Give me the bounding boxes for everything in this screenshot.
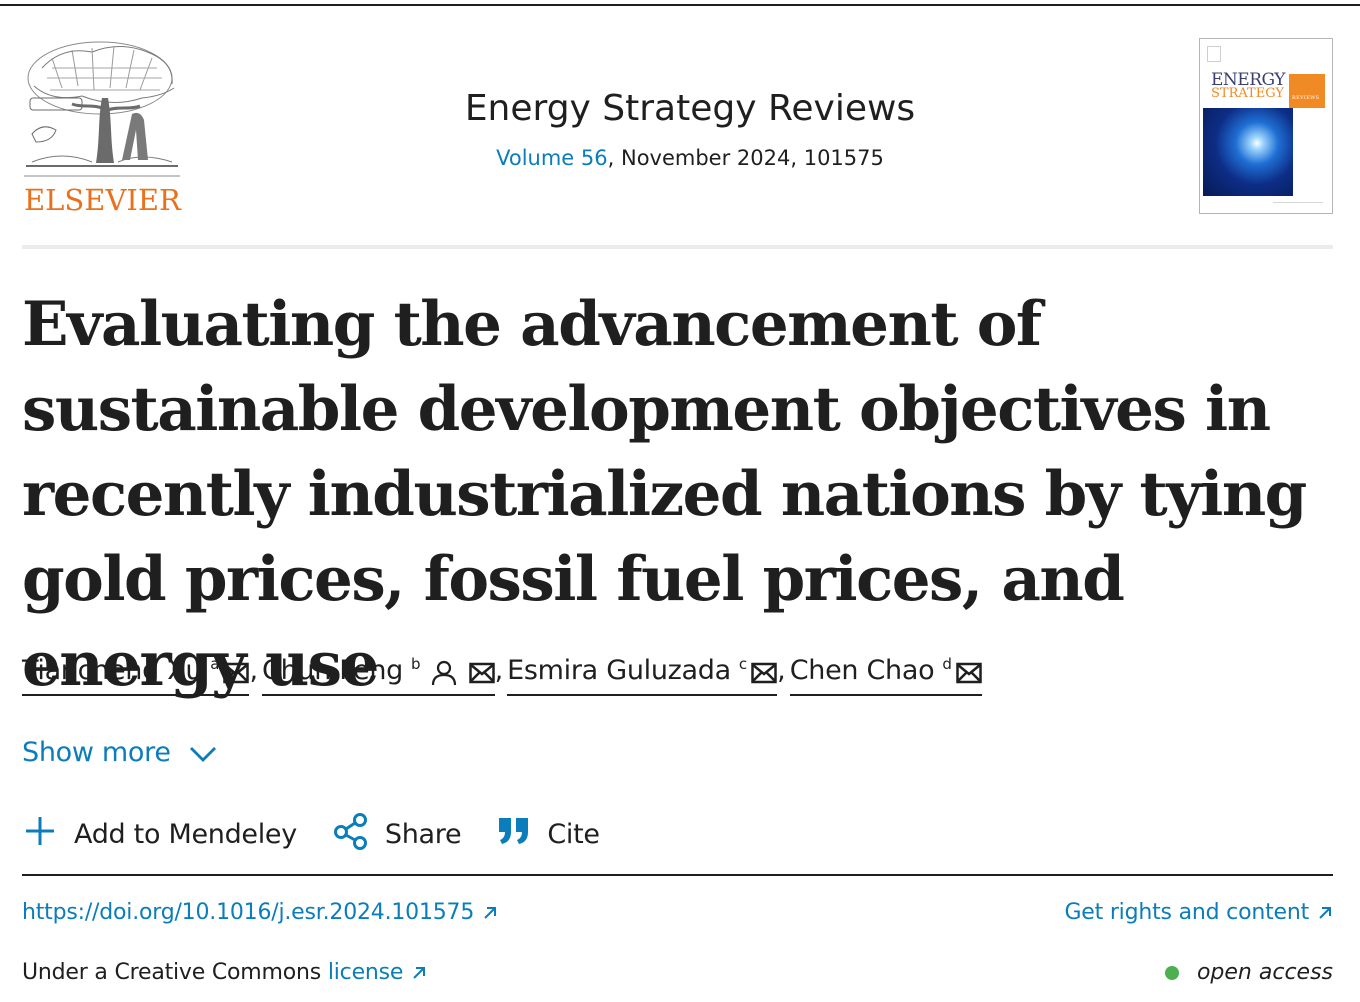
cover-artwork: REVIEWS ENERGY STRATEGY	[1203, 42, 1329, 210]
author-affiliation: a	[210, 655, 220, 673]
issue-details: , November 2024, 101575	[607, 146, 884, 170]
cover-title-line2: STRATEGY	[1211, 86, 1284, 101]
envelope-icon	[223, 660, 250, 691]
header-divider	[22, 245, 1333, 249]
doi-label: https://doi.org/10.1016/j.esr.2024.10157…	[22, 900, 475, 925]
add-to-mendeley-label: Add to Mendeley	[74, 818, 297, 850]
elsevier-logo[interactable]	[22, 38, 182, 218]
article-title: Evaluating the advancement of sustainabl…	[22, 289, 1307, 700]
author-separator: ,	[494, 655, 504, 686]
quote-icon	[497, 816, 531, 853]
person-icon	[431, 660, 457, 693]
cover-title-line1: ENERGY	[1211, 70, 1286, 90]
get-rights-link[interactable]: Get rights and content	[1064, 900, 1333, 927]
show-more-label: Show more	[22, 737, 171, 768]
publisher-wordmark: ELSEVIER	[24, 183, 181, 217]
open-access-badge: open access	[1164, 960, 1333, 985]
author-button[interactable]: Chun Feng b	[262, 652, 495, 696]
open-access-label: open access	[1196, 960, 1333, 985]
tree-icon	[24, 41, 180, 177]
top-border	[0, 4, 1360, 6]
journal-header: Energy Strategy Reviews Volume 56, Novem…	[360, 86, 1020, 172]
journal-issue: Volume 56, November 2024, 101575	[360, 144, 1020, 172]
external-link-icon	[482, 902, 498, 927]
status-dot-icon	[1164, 965, 1179, 980]
share-button[interactable]: Share	[333, 812, 462, 857]
cover-publisher-mark	[1207, 46, 1221, 62]
author-name: Tiancheng Xu	[22, 655, 203, 686]
cover-orange-block	[1289, 74, 1325, 108]
author-separator: ,	[249, 655, 259, 686]
author-name: Chun Feng	[262, 655, 404, 686]
get-rights-label: Get rights and content	[1064, 900, 1309, 925]
chevron-down-icon	[189, 739, 217, 770]
author-button[interactable]: Chen Chao d	[789, 652, 982, 696]
external-link-icon	[1317, 902, 1333, 927]
share-label: Share	[384, 818, 462, 850]
external-link-icon	[411, 962, 427, 987]
license-link[interactable]: license	[328, 960, 427, 985]
envelope-icon	[956, 660, 982, 691]
envelope-icon	[751, 660, 777, 691]
author-affiliation: d	[942, 655, 952, 673]
author-button[interactable]: Tiancheng Xu a	[22, 652, 250, 696]
author-name: Esmira Guluzada	[507, 655, 731, 686]
cite-label: Cite	[547, 818, 600, 850]
cover-badge: REVIEWS	[1292, 95, 1320, 101]
actions-divider	[22, 874, 1333, 876]
cover-footer-line	[1273, 202, 1323, 203]
license-link-label: license	[327, 960, 404, 985]
cover-image	[1203, 108, 1293, 196]
author-affiliation: c	[738, 655, 748, 673]
article-actions: Add to Mendeley Share Cite	[22, 812, 636, 856]
share-icon	[333, 812, 369, 857]
cite-button[interactable]: Cite	[497, 816, 600, 853]
journal-cover-thumbnail[interactable]: REVIEWS ENERGY STRATEGY	[1199, 38, 1333, 214]
author-separator: ,	[777, 655, 786, 686]
license-statement: Under a Creative Commons license	[22, 960, 427, 987]
add-to-mendeley-button[interactable]: Add to Mendeley	[22, 813, 297, 856]
plus-icon	[22, 813, 58, 856]
license-prefix: Under a Creative Commons	[22, 960, 322, 985]
envelope-icon	[468, 660, 495, 691]
doi-link[interactable]: https://doi.org/10.1016/j.esr.2024.10157…	[22, 900, 498, 927]
author-affiliation: b	[411, 655, 421, 673]
volume-link[interactable]: Volume 56	[496, 146, 608, 170]
author-name: Chen Chao	[789, 655, 935, 686]
author-list: Tiancheng Xu a , Chun Feng b , Esmira Gu…	[22, 652, 982, 698]
show-more-button[interactable]: Show more	[22, 735, 217, 770]
journal-title-link[interactable]: Energy Strategy Reviews	[464, 88, 916, 129]
author-button[interactable]: Esmira Guluzada c	[507, 652, 778, 696]
